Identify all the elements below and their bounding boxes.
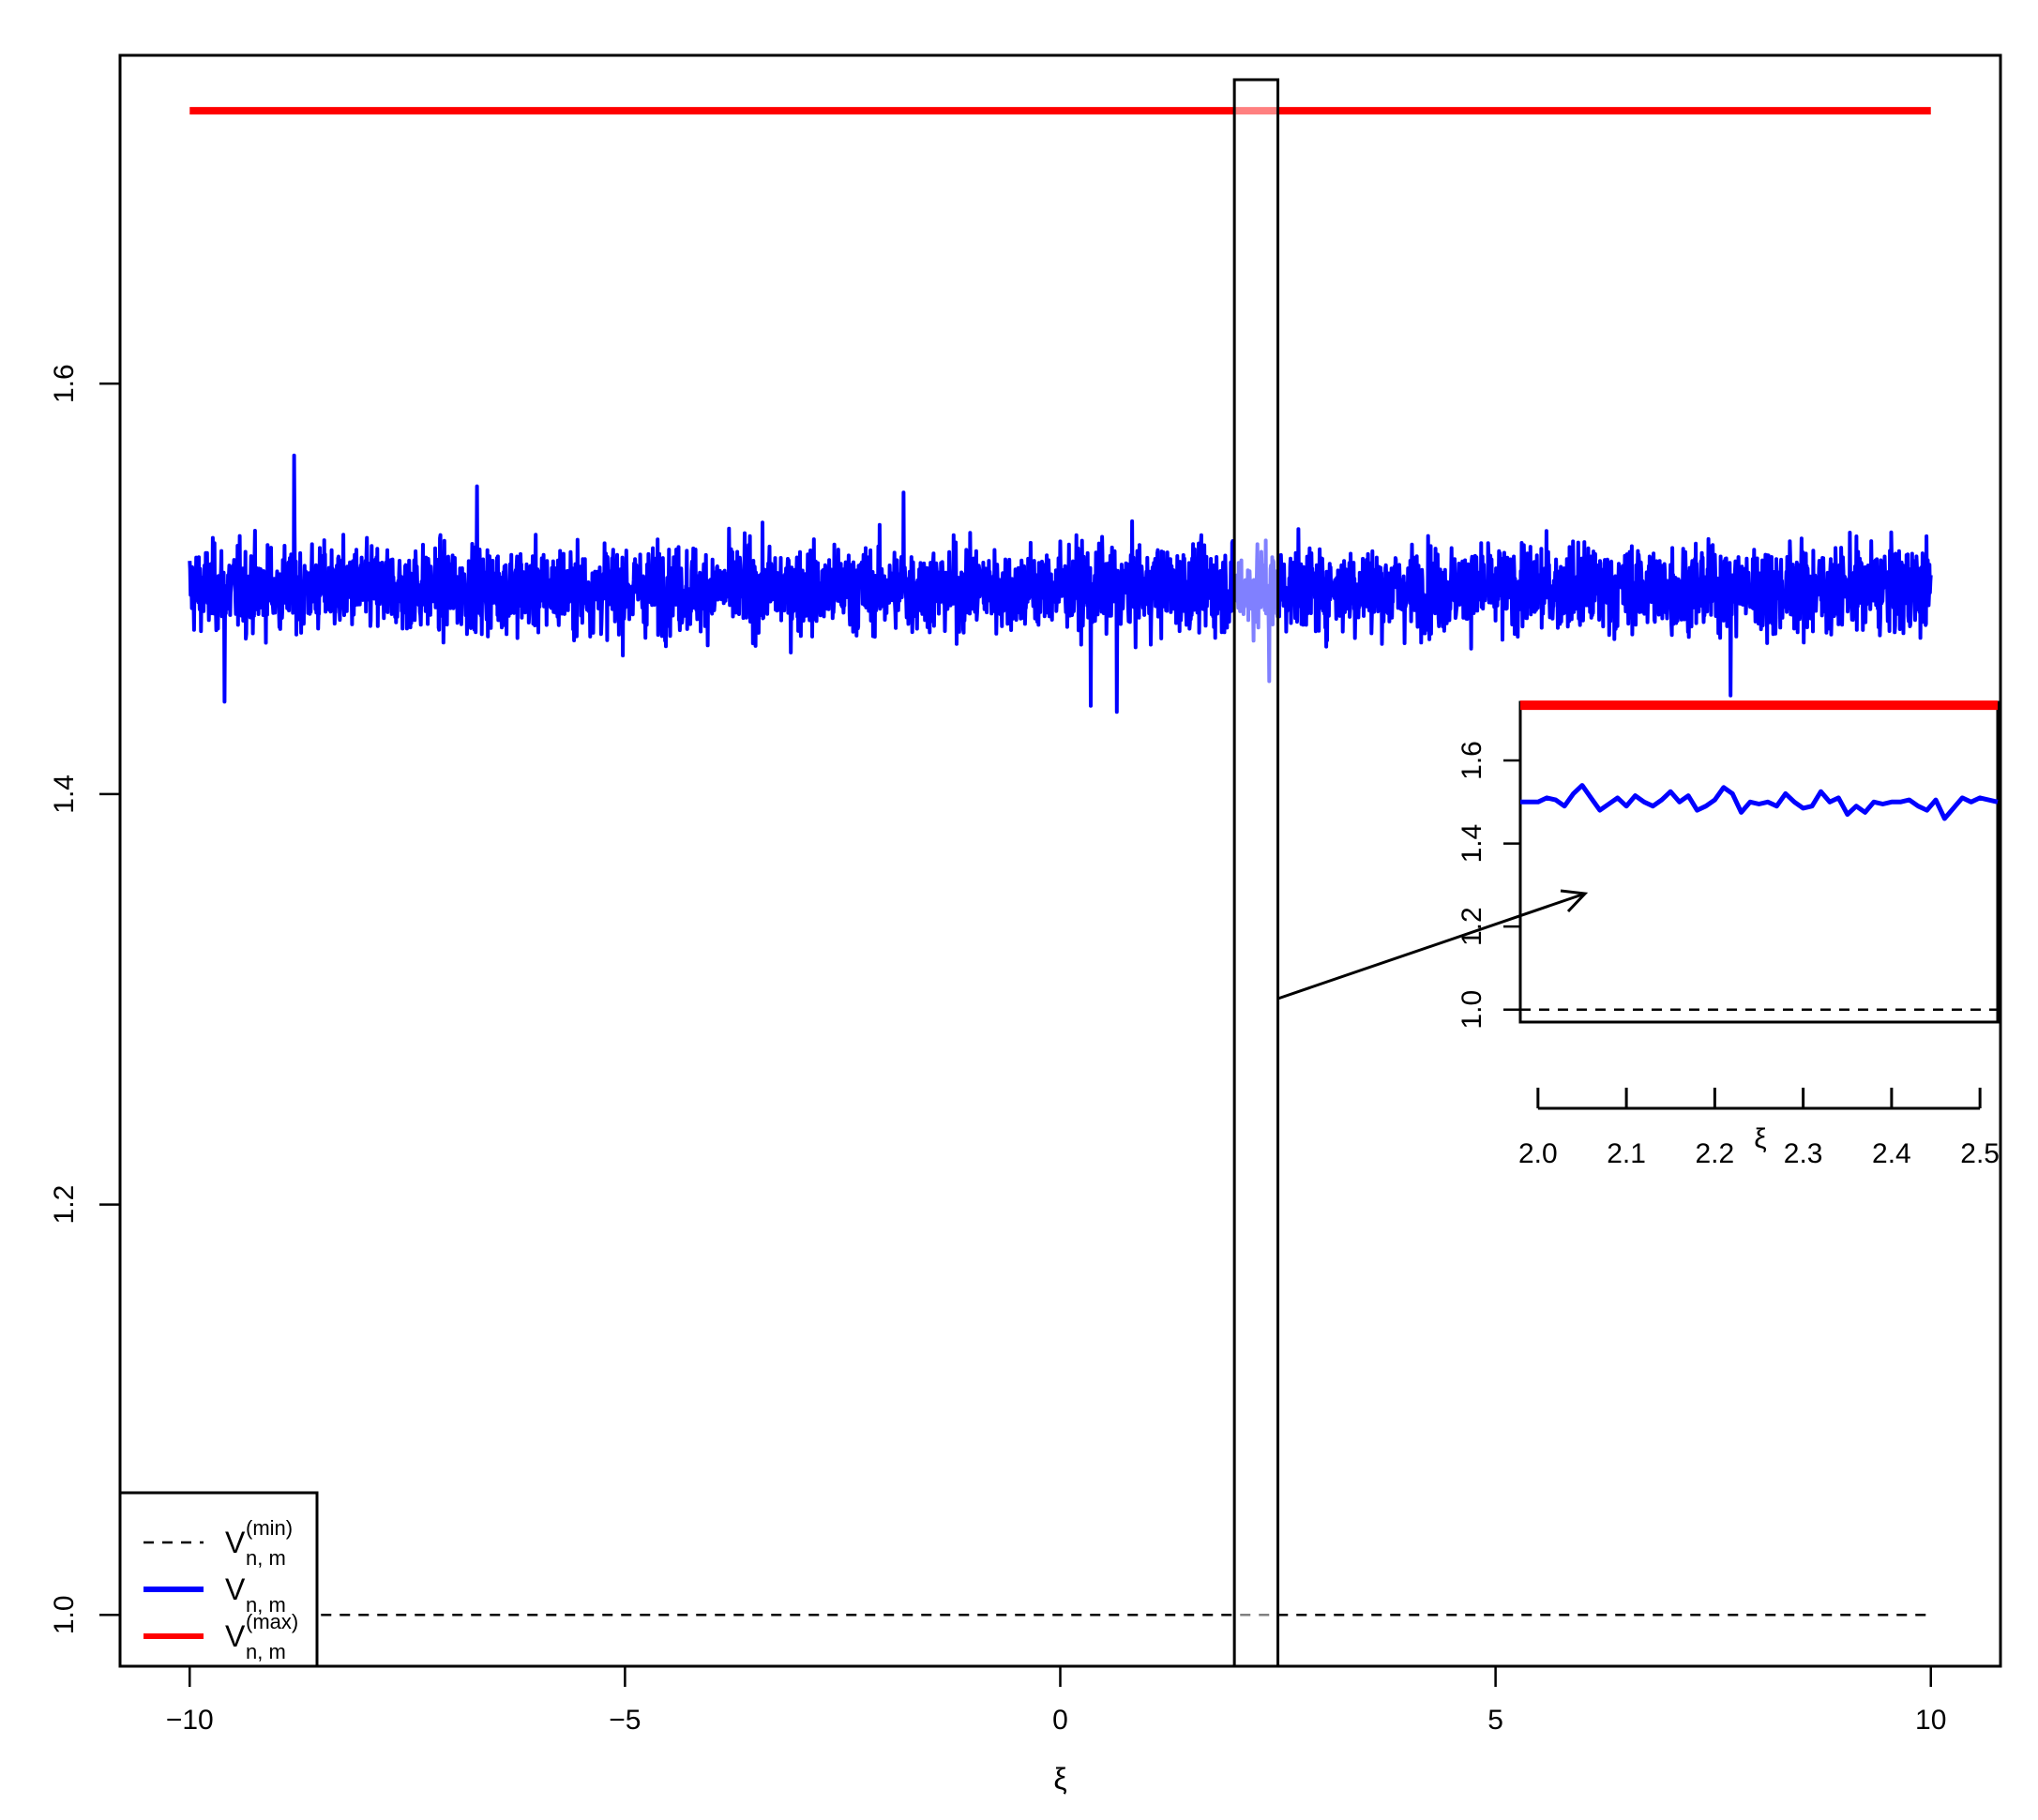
legend-label-base: V [225, 1526, 246, 1559]
inset-y-tick-label: 1.0 [1457, 990, 1487, 1030]
inset-x-tick-label: 2.3 [1784, 1138, 1823, 1169]
zoom-arrow-line [1277, 892, 1586, 1000]
y-tick-label: 1.4 [49, 775, 80, 814]
inset-x-tick-label: 2.4 [1872, 1138, 1911, 1169]
legend-label-sub: n, m [246, 1640, 286, 1663]
inset-x-axis-label: ξ [1754, 1123, 1766, 1154]
x-tick-label: 5 [1487, 1705, 1503, 1736]
x-tick-label: −10 [166, 1705, 214, 1736]
main-plot: −10 −5 0 5 10 1.0 1.2 1.4 1.6 ξ [49, 53, 2002, 1796]
inset-y-tick-label: 1.6 [1457, 741, 1487, 780]
x-tick-label: −5 [609, 1705, 641, 1736]
legend-label-sup: (min) [246, 1516, 293, 1540]
series-vnm-line [188, 453, 1933, 714]
legend-label-sup: (max) [246, 1610, 298, 1633]
legend-label-base: V [225, 1619, 246, 1653]
y-tick-label: 1.6 [49, 364, 80, 403]
inset-series-vnm-line [1520, 783, 1999, 821]
inset-y-tick-label: 1.2 [1457, 907, 1487, 946]
zoom-arrow-head [1560, 889, 1589, 913]
legend-label-sub: n, m [246, 1593, 286, 1617]
y-tick-label: 1.0 [49, 1595, 80, 1634]
inset-x-tick-label: 2.1 [1607, 1138, 1646, 1169]
legend-box [118, 1491, 319, 1668]
inset-x-tick-label: 2.2 [1696, 1138, 1735, 1169]
x-tick-label: 10 [1915, 1705, 1946, 1736]
inset-plot: 1.0 1.2 1.4 1.6 2.0 2.1 2.2 2.3 2.4 2.5 ξ [1277, 700, 2000, 1169]
legend-label-base: V [225, 1572, 246, 1606]
x-axis-label: ξ [1053, 1762, 1066, 1796]
inset-x-tick-label: 2.0 [1518, 1138, 1558, 1169]
inset-frame [1518, 700, 2000, 1024]
inset-y-tick-label: 1.4 [1457, 824, 1487, 864]
y-tick-label: 1.2 [49, 1185, 80, 1225]
zoom-region-box [1232, 78, 1280, 1668]
legend-label-sub: n, m [246, 1546, 286, 1570]
x-tick-label: 0 [1052, 1705, 1068, 1736]
inset-x-tick-label: 2.5 [1960, 1138, 2000, 1169]
